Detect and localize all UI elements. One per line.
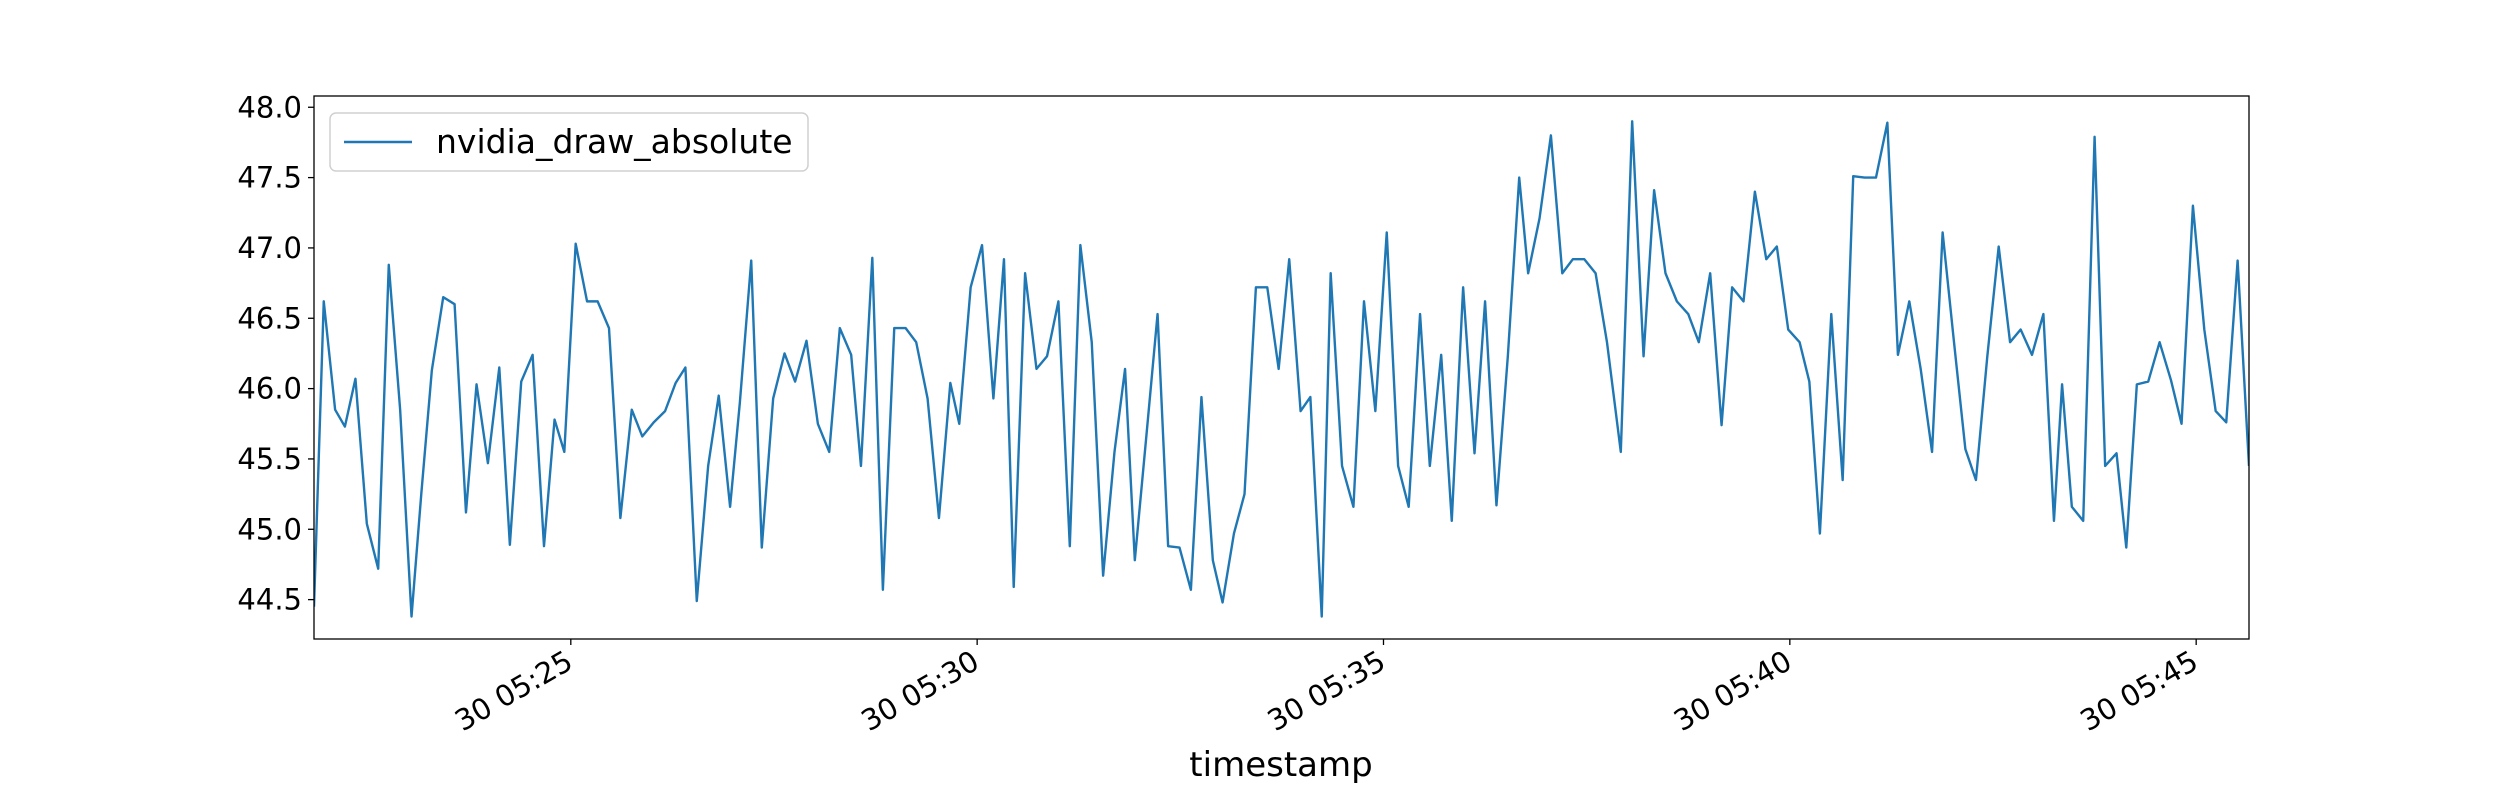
- y-tick-label: 46.5: [237, 301, 302, 335]
- legend-box: [329, 112, 809, 172]
- y-tick-label: 45.0: [237, 512, 302, 546]
- legend-label: nvidia_draw_absolute: [436, 122, 793, 161]
- y-tick-label: 48.0: [237, 90, 302, 124]
- y-tick-label: 47.0: [237, 231, 302, 265]
- y-tick-label: 45.5: [237, 442, 302, 476]
- plot-frame: [313, 95, 2250, 640]
- y-tick-label: 47.5: [237, 161, 302, 195]
- x-axis-label: timestamp: [1189, 745, 1372, 785]
- y-tick-label: 46.0: [237, 372, 302, 406]
- line-series: [314, 120, 2249, 618]
- y-tick-label: 44.5: [237, 583, 302, 617]
